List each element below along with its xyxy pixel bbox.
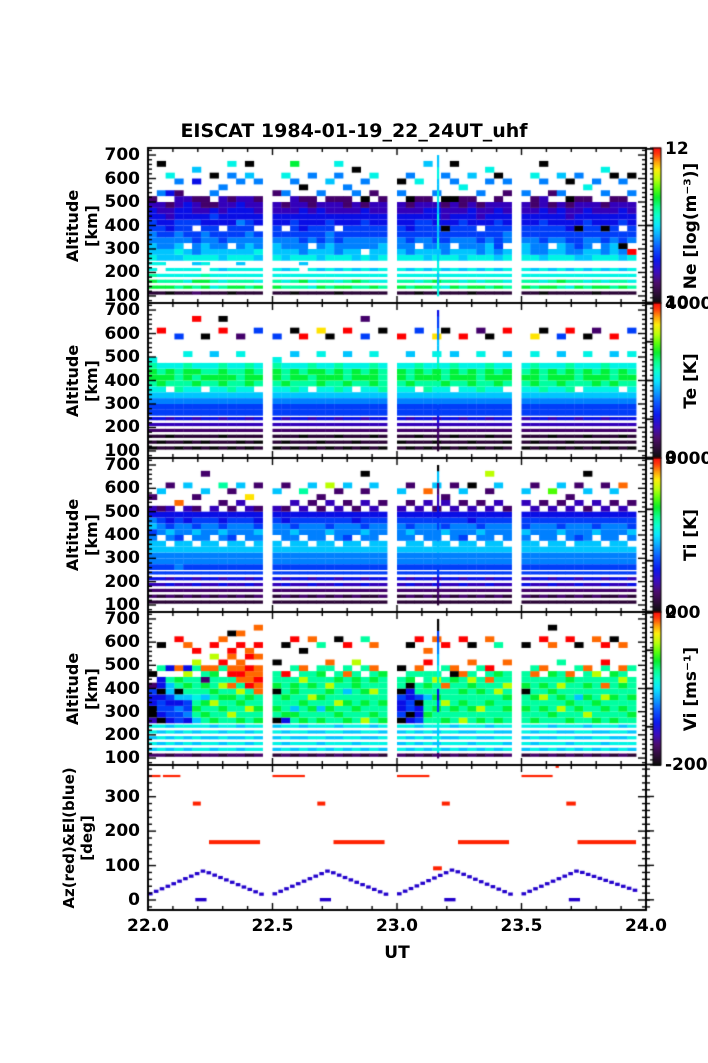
y-tick-label: 400 bbox=[104, 370, 141, 391]
y-tick-label: 100 bbox=[104, 285, 141, 306]
y-tick-label: 700 bbox=[104, 145, 141, 166]
x-tick-label: 22.5 bbox=[251, 916, 294, 936]
colorbar-min-label: 0 bbox=[665, 602, 677, 622]
colorbar-min-label: 0 bbox=[665, 448, 677, 468]
colorbar-title: Ne [log(m⁻³)] bbox=[681, 162, 701, 289]
y-tick-label: 400 bbox=[104, 215, 141, 236]
y-tick-label: 600 bbox=[104, 323, 141, 344]
y-tick-label: 300 bbox=[104, 548, 141, 569]
azel-y-axis-label: Az(red)&El(blue) [deg] bbox=[60, 766, 96, 909]
y-axis-label: Altitude [km] bbox=[63, 498, 101, 572]
figure-title: EISCAT 1984-01-19_22_24UT_uhf bbox=[180, 120, 528, 142]
y-tick-label: 700 bbox=[104, 608, 141, 629]
azel-y-tick-label: 100 bbox=[104, 855, 141, 876]
y-tick-label: 700 bbox=[104, 455, 141, 475]
y-tick-label: 300 bbox=[104, 393, 141, 414]
colorbar-max-label: 200 bbox=[665, 603, 701, 623]
y-axis-label: Altitude [km] bbox=[63, 189, 101, 262]
colorbar-max-label: 12 bbox=[665, 139, 689, 159]
y-tick-label: 300 bbox=[104, 701, 141, 722]
x-tick-label: 22.0 bbox=[127, 916, 169, 936]
y-tick-label: 200 bbox=[104, 417, 141, 438]
colorbar-min-label: -200 bbox=[665, 755, 708, 775]
y-tick-label: 400 bbox=[104, 678, 141, 699]
x-tick-label: 24.0 bbox=[625, 916, 667, 936]
colorbar-title: Ti [K] bbox=[681, 508, 701, 562]
y-tick-label: 200 bbox=[104, 571, 141, 592]
colorbar-max-label: 3000 bbox=[665, 449, 708, 469]
colorbar-max-label: 4000 bbox=[665, 294, 708, 314]
y-tick-label: 100 bbox=[104, 748, 141, 769]
y-tick-label: 300 bbox=[104, 238, 141, 259]
y-axis-label: Altitude [km] bbox=[63, 652, 101, 725]
y-tick-label: 400 bbox=[104, 525, 141, 545]
y-tick-label: 200 bbox=[104, 262, 141, 283]
y-tick-label: 600 bbox=[104, 168, 141, 189]
y-tick-label: 600 bbox=[104, 478, 141, 499]
y-tick-label: 500 bbox=[104, 347, 141, 367]
azel-y-tick-label: 0 bbox=[128, 890, 140, 910]
y-tick-label: 600 bbox=[104, 632, 141, 653]
azel-y-tick-label: 300 bbox=[104, 786, 141, 807]
azel-y-tick-label: 200 bbox=[104, 821, 141, 842]
y-tick-label: 700 bbox=[104, 300, 141, 321]
y-tick-label: 200 bbox=[104, 724, 141, 745]
colorbar-min-label: 10 bbox=[665, 293, 689, 313]
x-axis-label: UT bbox=[384, 943, 410, 963]
y-tick-label: 100 bbox=[104, 440, 141, 461]
y-tick-label: 100 bbox=[104, 595, 141, 615]
x-tick-label: 23.5 bbox=[500, 916, 543, 936]
y-tick-label: 500 bbox=[104, 501, 141, 522]
y-tick-label: 500 bbox=[104, 192, 141, 212]
y-tick-label: 500 bbox=[104, 655, 141, 676]
x-tick-label: 23.0 bbox=[376, 916, 418, 936]
colorbar-title: Vi [ms⁻¹] bbox=[681, 646, 701, 731]
colorbar-title: Te [K] bbox=[681, 352, 701, 409]
y-axis-label: Altitude [km] bbox=[63, 344, 101, 417]
